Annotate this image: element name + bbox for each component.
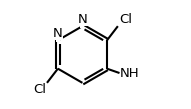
Bar xyxy=(80,24,84,28)
Bar xyxy=(56,38,60,42)
Text: N: N xyxy=(78,13,87,26)
Text: N: N xyxy=(53,27,63,40)
Text: Cl: Cl xyxy=(33,83,46,96)
Text: NH: NH xyxy=(120,66,140,80)
Text: Cl: Cl xyxy=(119,13,132,26)
